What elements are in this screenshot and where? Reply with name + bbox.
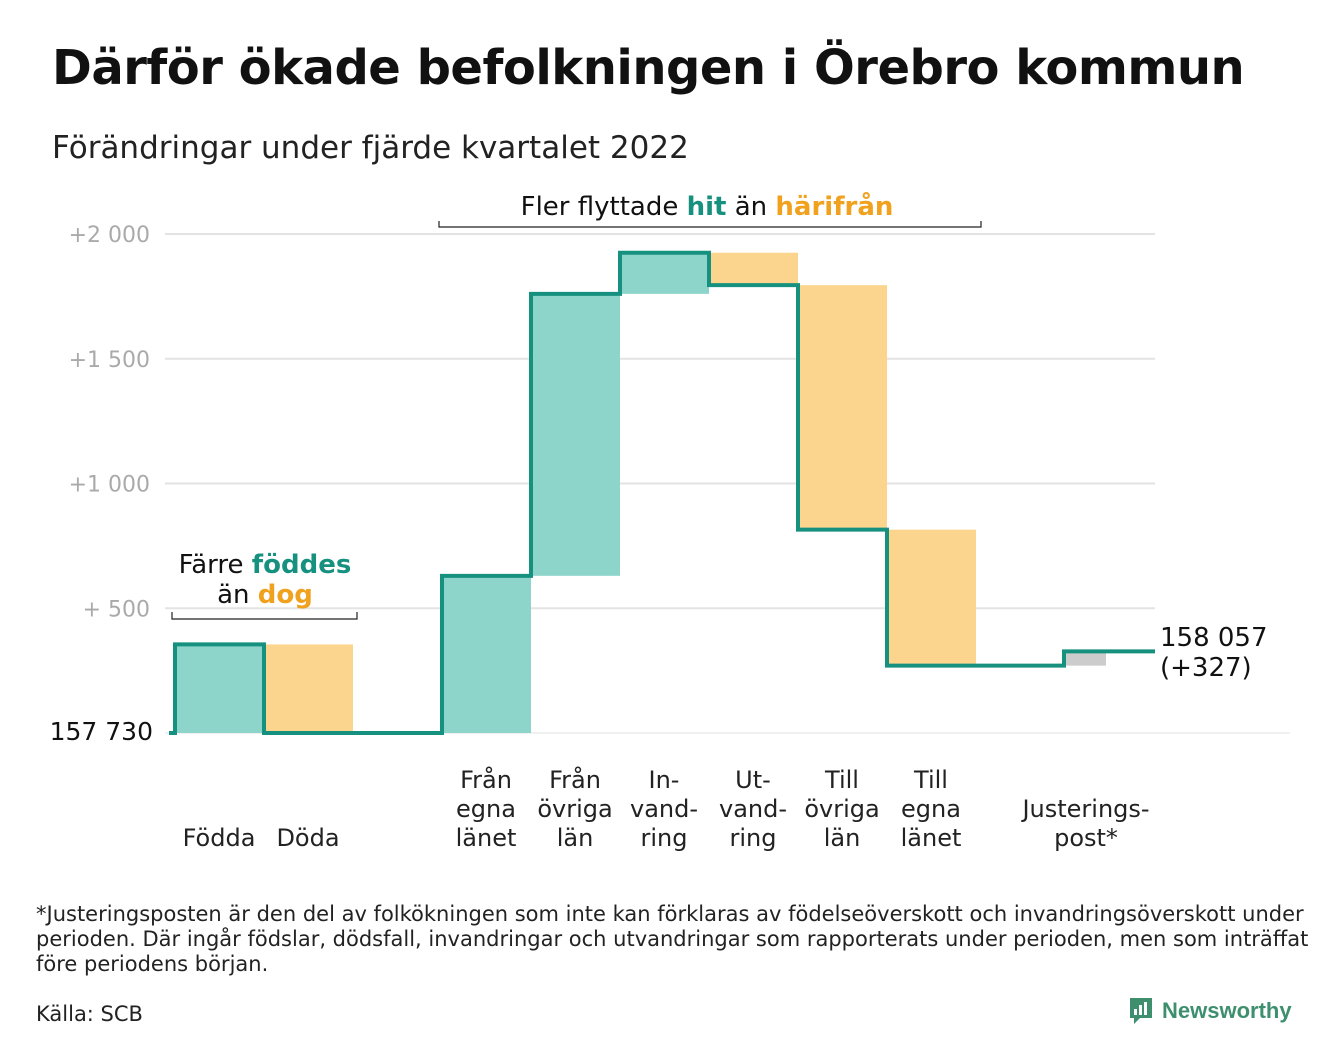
bar-till_egna [887, 529, 976, 666]
bar-doda [264, 644, 353, 733]
category-label-justering: Justerings-post* [1020, 795, 1149, 852]
category-label-doda: Döda [276, 824, 339, 852]
source-label: Källa: SCB [36, 1002, 143, 1026]
bar-utvandring [709, 252, 798, 286]
chart-subtitle: Förändringar under fjärde kvartalet 2022 [52, 130, 689, 166]
bar-fodda [175, 644, 264, 733]
end-change-label: (+327) [1160, 653, 1252, 683]
footnote: *Justeringsposten är den del av folkökni… [36, 902, 1309, 976]
cumulative-line [169, 250, 1155, 735]
bar-invandring [620, 252, 709, 294]
category-label-fran_ovriga: Från övriga län [537, 765, 612, 852]
y-tick-label: + 500 [83, 597, 150, 622]
migration-bracket [438, 221, 982, 228]
end-value-label: 158 057 [1160, 623, 1268, 653]
y-tick-label: +1 500 [69, 348, 150, 373]
births-annotation-line1: Färre föddes [179, 550, 352, 580]
migration-annotation: Fler flyttade hit än härifrån [521, 190, 894, 222]
births-annotation-line2: än dog [217, 580, 313, 610]
y-tick-label: +1 000 [69, 473, 150, 498]
category-label-invandring: In-vand-ring [630, 766, 698, 852]
bar-fran_ovriga [531, 293, 620, 576]
bar-justering [1064, 651, 1106, 666]
category-label-utvandring: Ut-vand-ring [719, 766, 787, 852]
category-label-till_egna: Till egna länet [901, 766, 962, 852]
category-label-fodda: Födda [183, 824, 256, 852]
brand-name: Newsworthy [1162, 998, 1292, 1023]
newsworthy-icon [1130, 998, 1152, 1024]
births-bracket [171, 612, 358, 620]
bar-till_ovriga [798, 285, 887, 530]
waterfall-chart: + 500 +1 000 +1 500 +2 000 Födda Döda Från egna… [50, 190, 1290, 852]
y-tick-label: +2 000 [69, 223, 150, 248]
newsworthy-logo[interactable]: Newsworthy [1128, 996, 1292, 1026]
chart-title: Därför ökade befolkningen i Örebro kommu… [52, 40, 1245, 96]
category-label-till_ovriga: Till övriga län [804, 766, 879, 852]
bar-fran_egna [442, 575, 531, 733]
start-value-label: 157 730 [50, 717, 153, 746]
category-label-fran_egna: Från egna länet [456, 765, 517, 852]
